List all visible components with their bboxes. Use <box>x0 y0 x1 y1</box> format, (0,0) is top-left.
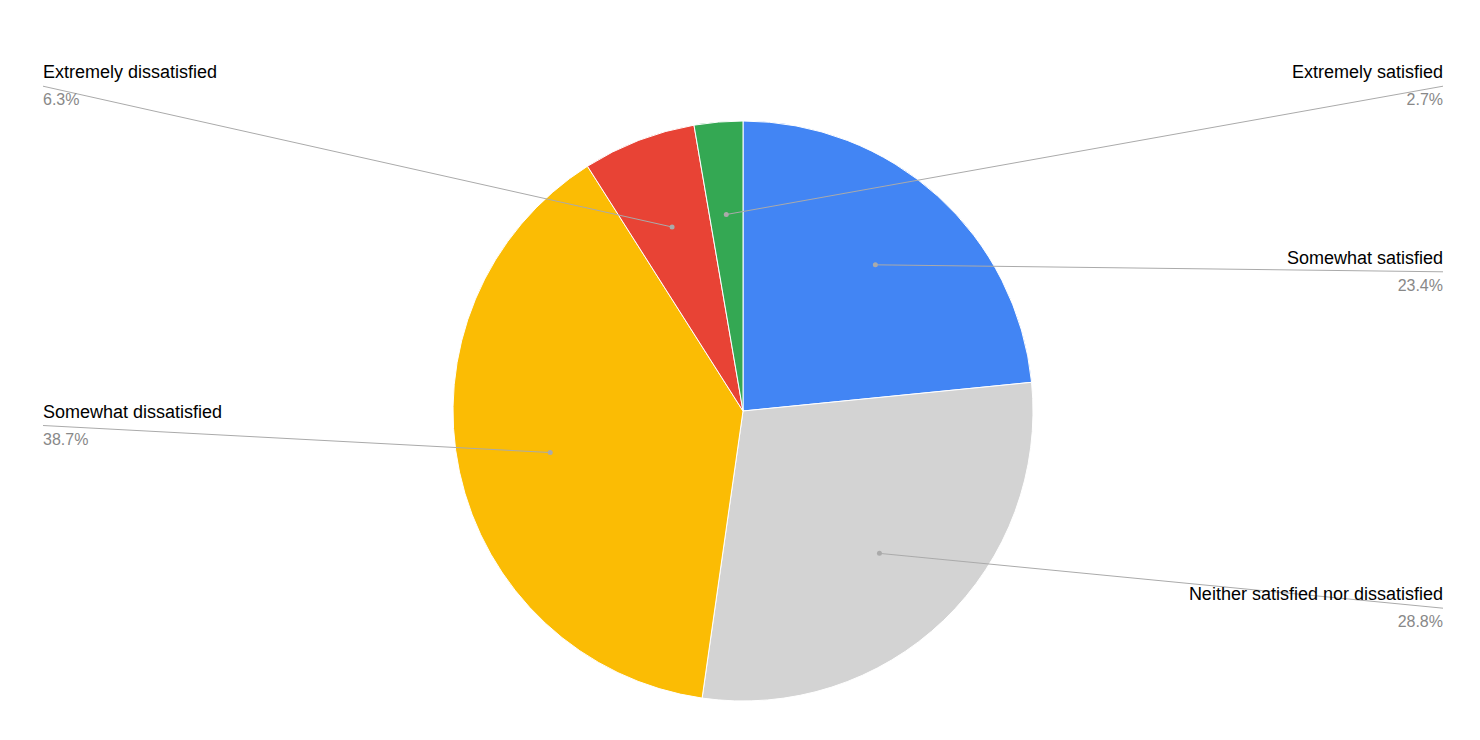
svg-text:6.3%: 6.3% <box>43 91 79 108</box>
svg-text:38.7%: 38.7% <box>43 431 88 448</box>
svg-text:Extremely satisfied: Extremely satisfied <box>1292 62 1443 82</box>
svg-text:28.8%: 28.8% <box>1398 613 1443 630</box>
svg-text:Extremely dissatisfied: Extremely dissatisfied <box>43 62 217 82</box>
svg-text:2.7%: 2.7% <box>1407 91 1443 108</box>
svg-text:Somewhat dissatisfied: Somewhat dissatisfied <box>43 402 222 422</box>
svg-text:Neither satisfied nor dissatis: Neither satisfied nor dissatisfied <box>1189 584 1443 604</box>
svg-text:23.4%: 23.4% <box>1398 277 1443 294</box>
svg-text:Somewhat satisfied: Somewhat satisfied <box>1287 248 1443 268</box>
